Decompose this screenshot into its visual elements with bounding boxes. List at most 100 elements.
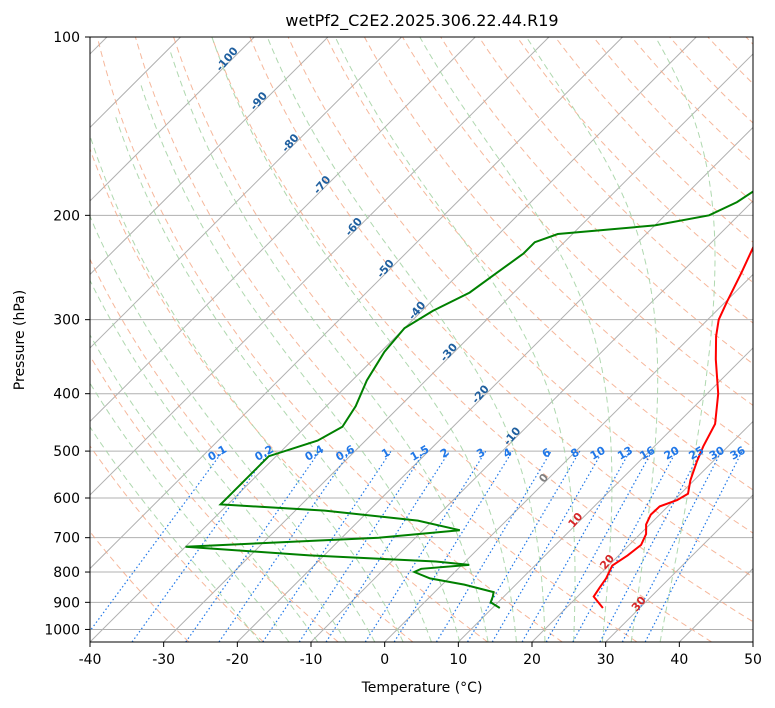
background-lines <box>90 37 753 642</box>
chart-title: wetPf2_C2E2.2025.306.22.44.R19 <box>285 11 558 31</box>
dry-adiabat-line <box>90 355 339 642</box>
y-tick-label: 300 <box>53 313 80 329</box>
dry-adiabat-line <box>745 37 753 45</box>
y-tick-label: 500 <box>53 444 80 460</box>
dry-adiabat-line <box>669 37 753 124</box>
mixing-ratio-line <box>131 450 271 642</box>
y-tick-label: 200 <box>53 208 80 224</box>
x-axis: -40 -30 -20 -10 0 10 20 30 40 50 <box>79 642 762 668</box>
isotherm-label: -40 <box>406 299 429 323</box>
mixing-ratio-line <box>545 450 653 642</box>
moist-adiabat-line <box>114 114 432 642</box>
isotherm-label: 30 <box>629 594 649 614</box>
y-tick-label: 600 <box>53 491 80 507</box>
dry-adiabat-line <box>363 37 753 448</box>
y-tick-label: 700 <box>53 531 80 547</box>
mixing-ratio-line <box>435 450 552 642</box>
x-tick-label: 0 <box>380 652 389 668</box>
x-tick-label: 10 <box>449 652 467 668</box>
moist-adiabat-line <box>169 49 489 642</box>
isotherm-line <box>531 420 753 642</box>
isotherm-line <box>90 37 476 423</box>
isotherm-line <box>310 200 753 642</box>
isotherm-line <box>90 37 329 276</box>
isotherm-label: -20 <box>469 382 492 406</box>
isotherm-label: -30 <box>437 340 460 364</box>
moist-adiabat-line <box>90 382 290 642</box>
isotherm-line <box>90 37 623 570</box>
dry-adiabat-line <box>631 37 753 164</box>
x-tick-label: -30 <box>152 652 175 668</box>
isotherm-line <box>384 273 753 642</box>
dry-adiabat-line <box>592 37 753 204</box>
dry-adiabat-line <box>173 37 712 642</box>
mixing-ratio-line <box>644 450 743 642</box>
mixing-ratio-label: 3 <box>474 446 487 461</box>
moist-adiabat-line <box>419 37 613 642</box>
dry-adiabat-line <box>516 37 753 284</box>
moist-adiabat-line <box>140 83 461 642</box>
mixing-ratio-label: 4 <box>501 445 514 460</box>
moist-adiabat-line <box>90 333 319 642</box>
dry-adiabat-line <box>554 37 753 243</box>
mixing-ratio-label: 6 <box>540 445 553 460</box>
isotherm-label: 20 <box>597 552 617 572</box>
isotherm-label: -90 <box>247 89 270 113</box>
y-tick-label: 800 <box>53 565 80 581</box>
moist-adiabat-line <box>654 37 716 642</box>
dry-adiabat-line <box>440 37 753 365</box>
moist-adiabat-line <box>90 279 347 642</box>
mixing-ratio-line <box>466 450 581 642</box>
isotherm-label: -70 <box>311 173 334 197</box>
y-tick-label: 400 <box>53 387 80 403</box>
moist-adiabat-line <box>90 134 404 642</box>
temperature-profile-line <box>592 245 753 609</box>
dry-adiabat-line <box>90 445 264 642</box>
isotherm-label: 0 <box>536 471 551 485</box>
dry-adiabat-line <box>134 37 638 642</box>
moist-adiabat-line <box>90 214 376 642</box>
isotherm-line <box>457 347 753 642</box>
mixing-ratio-line <box>599 450 702 642</box>
moist-adiabat-line <box>211 37 517 642</box>
plot-frame <box>89 36 754 643</box>
dry-adiabat-line <box>249 37 753 578</box>
dry-adiabat-line <box>402 37 753 406</box>
mixing-ratio-line <box>325 450 451 642</box>
line-labels: 0.1 0.2 0.4 0.6 1 1.5 2 3 4 6 8 10 13 16 20 25 30 36-100-… <box>206 44 748 614</box>
isotherm-label: -80 <box>279 131 302 155</box>
dry-adiabat-line <box>90 258 414 642</box>
isotherm-line <box>90 37 697 642</box>
dry-adiabat-line <box>90 147 488 642</box>
y-tick-label: 1000 <box>44 622 80 638</box>
isotherm-label: -10 <box>501 424 524 448</box>
dry-adiabat-line <box>211 37 753 623</box>
profile-series <box>185 190 753 609</box>
y-axis-label: Pressure (hPa) <box>12 290 28 390</box>
isotherm-label: 10 <box>566 510 586 530</box>
dry-adiabat-line <box>707 37 753 85</box>
mixing-ratio-line <box>521 450 631 642</box>
mixing-ratio-label: 36 <box>728 444 748 463</box>
isotherm-line <box>678 567 753 642</box>
mixing-ratio-label: 20 <box>662 444 682 463</box>
dry-adiabat-line <box>287 37 753 534</box>
mixing-ratio-label: 1.5 <box>408 443 431 464</box>
moist-adiabat-line <box>334 37 576 642</box>
isotherm-line <box>163 53 753 642</box>
mixing-ratio-label: 0.1 <box>206 443 229 464</box>
mixing-ratio-label: 2 <box>438 446 451 461</box>
mixing-ratio-line <box>393 450 513 642</box>
x-tick-label: 40 <box>670 652 688 668</box>
moist-adiabat-line <box>525 37 659 642</box>
dewpoint-profile-line <box>185 190 753 609</box>
isotherm-line <box>90 37 402 349</box>
isotherm-label: -60 <box>342 215 365 239</box>
mixing-ratio-line <box>491 450 604 642</box>
mixing-ratio-line <box>364 450 487 642</box>
isotherm-line <box>236 126 753 642</box>
x-tick-label: -40 <box>79 652 102 668</box>
x-tick-label: 20 <box>523 652 541 668</box>
dry-adiabat-line <box>325 37 753 491</box>
